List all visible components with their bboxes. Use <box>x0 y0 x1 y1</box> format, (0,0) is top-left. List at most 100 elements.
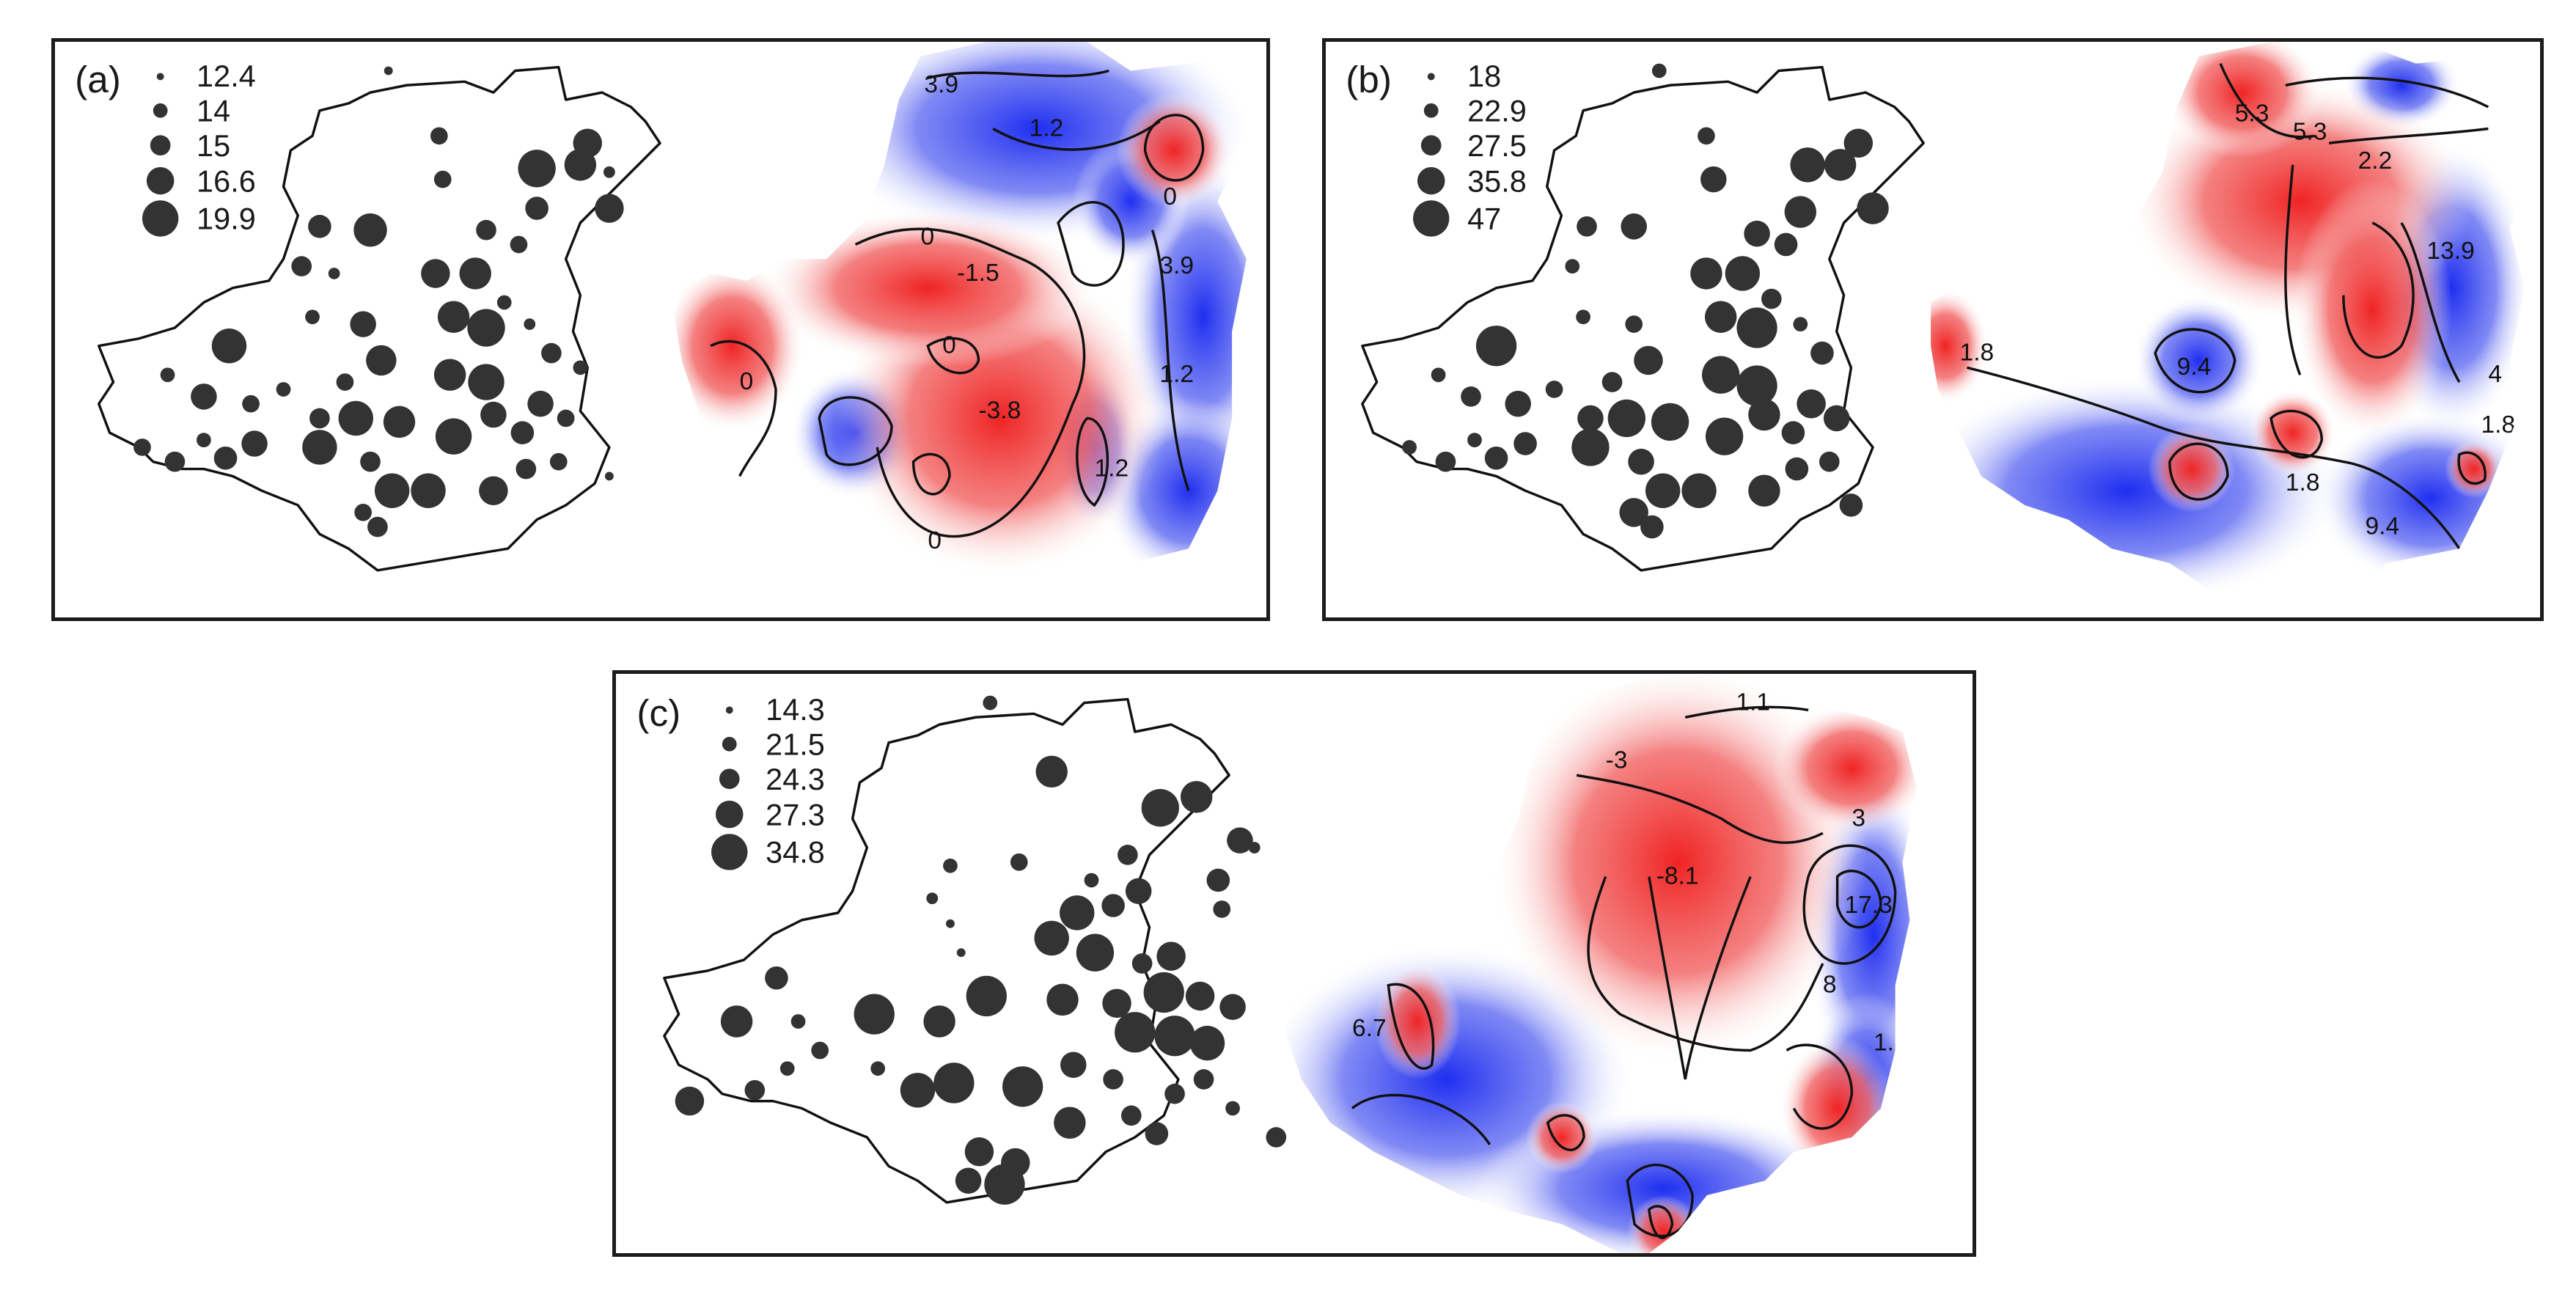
legend-value-4: 35.8 <box>1467 164 1527 198</box>
contour-line <box>911 452 951 496</box>
station-dot <box>367 516 388 537</box>
station-dot <box>510 421 535 445</box>
legend-value-3: 15 <box>197 128 230 163</box>
station-dot <box>1120 1105 1142 1126</box>
anomaly-shading <box>2133 295 2264 426</box>
station-dot <box>1131 953 1153 974</box>
panel-c: (c) 14.3 21.5 24.3 27.3 34.8 <box>612 670 1976 1257</box>
anomaly-shading <box>2445 440 2503 499</box>
station-dot <box>1206 868 1230 892</box>
station-dot <box>354 503 373 521</box>
station-dot <box>1790 147 1825 183</box>
station-dot <box>604 471 614 481</box>
legend-value-1: 18 <box>1467 59 1501 93</box>
station-dot <box>1700 166 1727 193</box>
contour-line <box>818 396 893 466</box>
station-dot <box>1164 1083 1185 1104</box>
anomaly-shading <box>674 259 805 433</box>
station-dot <box>603 166 615 178</box>
station-dots-b <box>1402 63 1889 539</box>
station-dot <box>1810 341 1834 365</box>
station-dot <box>1625 315 1643 333</box>
contour-label: -3.8 <box>978 397 1021 424</box>
station-dot <box>595 194 624 223</box>
station-dot <box>211 328 247 364</box>
contour-label: 9.4 <box>2177 353 2212 381</box>
station-dot <box>964 1137 994 1167</box>
station-dot <box>338 400 373 436</box>
contour-label: 2.2 <box>2358 147 2393 175</box>
station-dot <box>1839 493 1863 517</box>
station-dot <box>1651 63 1667 78</box>
station-dot <box>213 446 238 470</box>
contour-line <box>1546 1114 1585 1151</box>
station-dot <box>1761 288 1782 309</box>
station-dot <box>1545 381 1563 398</box>
station-dot <box>1431 367 1446 383</box>
contour-line <box>2400 221 2461 383</box>
station-dot <box>1607 399 1645 438</box>
panel-a-legend: 12.4 14 15 16.6 19.9 <box>142 59 256 237</box>
contour-label: -3 <box>1606 746 1628 774</box>
station-dot <box>1577 405 1604 432</box>
contour-label: 0 <box>928 527 942 554</box>
station-dot <box>459 257 491 290</box>
legend-dot-3 <box>1420 135 1442 156</box>
station-dot <box>1266 1127 1287 1148</box>
station-dot <box>291 256 312 276</box>
station-dot <box>1576 309 1590 325</box>
legend-dot-5 <box>1413 200 1450 237</box>
station-dot <box>984 1164 1025 1205</box>
station-dot <box>933 1062 975 1104</box>
station-dot <box>854 994 895 1035</box>
station-dot <box>302 430 337 465</box>
station-dot <box>525 197 548 220</box>
station-dot <box>1225 1101 1240 1116</box>
panel-b-svg: (b) 18 22.9 27.5 35.8 47 <box>1346 42 2525 607</box>
station-dot <box>308 214 331 238</box>
station-dot <box>1193 1069 1214 1090</box>
station-dot <box>1060 1051 1087 1079</box>
legend-dot-4 <box>715 800 744 829</box>
contour-label: 9.4 <box>2365 513 2399 540</box>
legend-dot-3 <box>150 135 171 156</box>
anomaly-shading <box>1489 674 1867 1065</box>
station-dot <box>1125 878 1152 905</box>
contour-line <box>2457 451 2487 485</box>
contour-label: 1.1 <box>1736 689 1770 716</box>
legend-dot-5 <box>711 834 748 870</box>
station-dot <box>1035 755 1068 788</box>
legend-dot-5 <box>142 200 179 237</box>
contour-label: -8.1 <box>1656 862 1699 889</box>
contour-line <box>1576 774 1824 844</box>
station-dot <box>675 1086 705 1116</box>
station-dot <box>1461 386 1481 407</box>
station-dot <box>1571 428 1610 466</box>
station-dot <box>583 167 592 177</box>
station-dot <box>1681 473 1717 508</box>
contour-line <box>2342 221 2415 359</box>
station-dot <box>242 394 260 413</box>
contour-label: 3.9 <box>924 71 958 98</box>
contour-label: 0 <box>1163 183 1177 210</box>
station-dot <box>1784 196 1817 228</box>
station-dot <box>437 301 470 333</box>
contour-label: 0 <box>942 332 956 359</box>
station-dot <box>366 345 397 376</box>
region-outline-left <box>663 697 1230 1204</box>
station-dot <box>1857 192 1889 224</box>
station-dot <box>1634 345 1663 375</box>
panel-a-svg: (a) 12.4 14 15 16.6 19.9 <box>75 42 1247 607</box>
station-dot <box>790 1014 806 1029</box>
legend-dot-2 <box>153 103 168 118</box>
legend-value-3: 24.3 <box>766 762 825 796</box>
legend-value-5: 47 <box>1467 202 1501 236</box>
anomaly-shading <box>2162 42 2322 158</box>
station-dot <box>309 408 330 429</box>
contour-line <box>927 69 1109 80</box>
station-dot <box>435 418 472 455</box>
contour-label: 8 <box>1823 972 1837 999</box>
legend-dot-1 <box>725 706 733 714</box>
legend-value-5: 19.9 <box>197 202 256 236</box>
contour-line <box>2269 409 2323 459</box>
